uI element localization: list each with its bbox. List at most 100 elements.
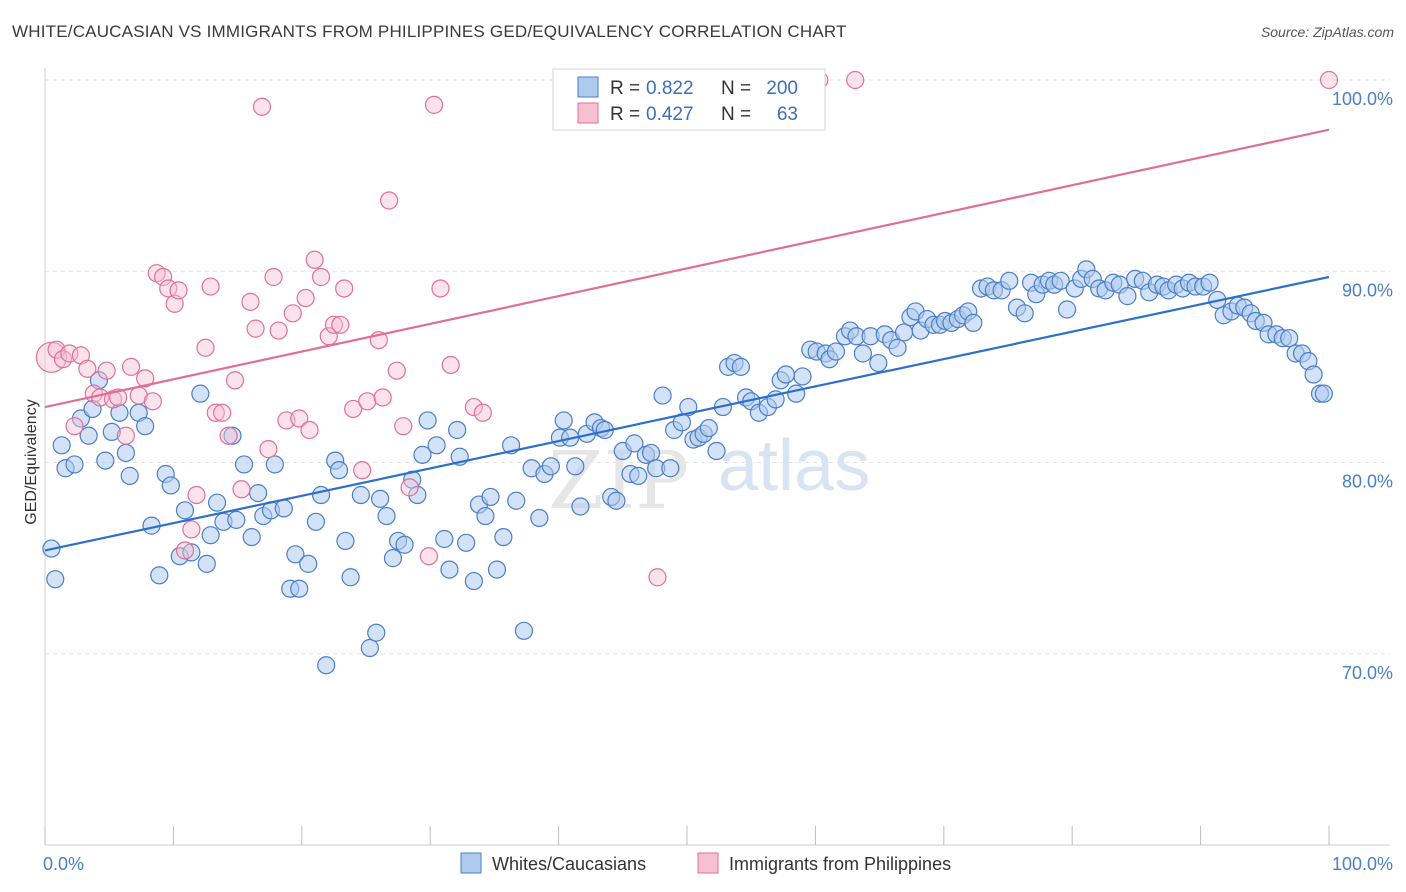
legend-r-label-blue: R = [610,78,640,99]
point-whites-caucasians [317,656,336,675]
point-whites-caucasians [418,411,437,430]
point-immigrants-philippines [219,426,238,445]
point-immigrants-philippines [290,409,309,428]
point-whites-caucasians [360,638,379,658]
point-whites-caucasians [161,476,180,495]
point-whites-caucasians [351,485,370,505]
y-tick-label: 90.0% [1342,280,1393,300]
point-whites-caucasians [731,357,751,376]
point-whites-caucasians [395,535,414,554]
point-whites-caucasians [787,384,806,403]
point-immigrants-philippines [201,277,220,296]
point-whites-caucasians [661,459,680,478]
point-whites-caucasians [541,457,560,476]
point-whites-caucasians [341,568,360,587]
point-whites-caucasians [242,527,261,547]
point-immigrants-philippines [464,397,483,417]
legend-n-value-blue: 200 [766,78,798,99]
y-tick-labels: 70.0% 80.0% 90.0% 100.0% [1332,89,1393,683]
point-whites-caucasians [464,571,483,591]
point-immigrants-philippines [143,392,162,411]
point-immigrants-philippines [305,250,324,269]
point-whites-caucasians [265,455,284,474]
point-whites-caucasians [234,455,254,474]
point-immigrants-philippines [358,392,377,411]
point-whites-caucasians [607,491,626,510]
point-immigrants-philippines [264,267,283,287]
legend-box: R = 0.822 N = 200 R = 0.427 N = 63 [552,68,826,131]
point-whites-caucasians [371,489,390,508]
point-whites-caucasians [175,501,195,520]
point-immigrants-philippines [380,191,399,210]
point-immigrants-philippines [1319,70,1339,90]
watermark-atlas: atlas [718,426,870,506]
point-whites-caucasians [457,533,476,552]
point-whites-caucasians [1304,365,1323,384]
point-immigrants-philippines [441,355,460,375]
point-whites-caucasians [201,526,220,545]
y-axis-label: GED/Equivalency [23,399,40,524]
legend-n-label-blue: N = [721,78,751,99]
gridlines [45,79,1390,655]
legend-r-value-pink: 0.427 [646,104,694,125]
point-whites-caucasians [507,491,526,510]
y-tick-label: 70.0% [1342,663,1393,683]
point-whites-caucasians [530,508,549,528]
point-immigrants-philippines [182,520,201,539]
point-immigrants-philippines [136,369,155,388]
point-whites-caucasians [679,397,698,417]
point-whites-caucasians [699,418,718,438]
point-immigrants-philippines [311,267,331,287]
point-immigrants-philippines [473,403,492,422]
point-whites-caucasians [653,386,672,405]
point-whites-caucasians [207,493,227,512]
point-immigrants-philippines [400,478,419,497]
point-whites-caucasians [514,621,534,640]
point-immigrants-philippines [431,279,450,298]
point-whites-caucasians [427,436,446,455]
point-immigrants-philippines [65,417,84,436]
point-whites-caucasians [869,353,888,373]
point-whites-caucasians [286,545,305,564]
point-whites-caucasians [888,338,907,357]
point-whites-caucasians [853,344,873,363]
point-immigrants-philippines [232,480,251,499]
legend-swatch-blue [577,76,599,98]
point-whites-caucasians [413,445,432,464]
point-immigrants-philippines [424,95,444,114]
point-whites-caucasians [197,554,216,573]
x-tick-label: 0.0% [43,854,84,874]
point-whites-caucasians [52,436,71,455]
point-whites-caucasians [571,497,590,516]
point-whites-caucasians [299,554,318,573]
point-immigrants-philippines [259,440,278,459]
point-immigrants-philippines [846,70,865,90]
point-whites-caucasians [1200,273,1219,292]
legend-n-value-pink: 63 [777,104,798,125]
point-immigrants-philippines [206,403,225,422]
point-immigrants-philippines [353,461,372,480]
point-immigrants-philippines [154,267,173,287]
point-whites-caucasians [1015,304,1034,323]
point-immigrants-philippines [344,399,363,419]
point-immigrants-philippines [165,294,184,313]
point-whites-caucasians [329,461,349,480]
point-whites-caucasians [274,499,293,518]
point-immigrants-philippines [394,417,413,436]
point-whites-caucasians [1051,271,1070,290]
point-whites-caucasians [102,422,121,441]
point-whites-caucasians [1118,287,1137,306]
point-whites-caucasians [136,417,155,436]
bottom-legend: Whites/Caucasians Immigrants from Philip… [460,852,951,874]
point-immigrants-philippines [241,292,260,311]
point-whites-caucasians [1314,384,1333,403]
point-immigrants-philippines [300,420,319,440]
point-immigrants-philippines [187,485,206,505]
point-immigrants-philippines [324,315,343,334]
point-whites-caucasians [481,487,500,507]
point-whites-caucasians [336,531,355,551]
point-whites-caucasians [306,512,326,531]
trend-line-whites-caucasians [44,275,1330,552]
series-whites-caucasians [42,260,1333,675]
